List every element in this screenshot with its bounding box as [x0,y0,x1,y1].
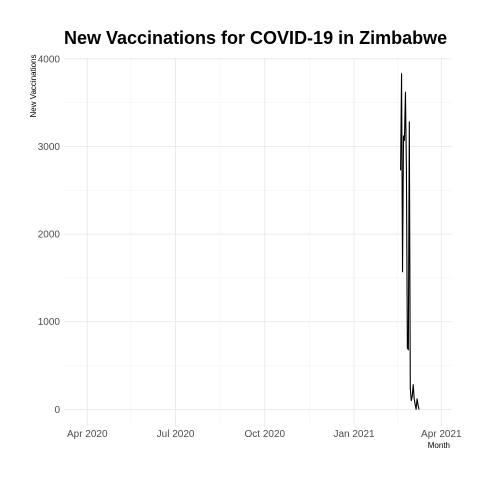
x-axis-title: Month [428,441,450,450]
data-point [413,384,414,385]
y-axis-ticks: 0 1000 2000 3000 4000 [38,54,61,415]
data-point [409,122,410,123]
data-point [401,73,402,74]
x-tick-label: Apr 2020 [67,429,108,440]
data-point [418,405,419,406]
y-tick-label: 0 [54,405,60,416]
data-point [406,168,407,169]
data-point [419,409,420,410]
data-point [412,396,413,397]
grid [64,58,452,426]
data-point [407,348,408,349]
y-axis-title: New Vaccinations [29,55,38,118]
data-point [403,136,404,137]
data-point [408,349,409,350]
data-point [404,140,405,141]
data-point [405,92,406,93]
data-point [410,388,411,389]
y-tick-label: 2000 [38,230,61,241]
x-tick-label: Oct 2020 [244,429,285,440]
data-point [416,409,417,410]
y-tick-label: 1000 [38,317,61,328]
data-point [417,398,418,399]
y-tick-label: 4000 [38,54,61,65]
data-point [415,404,416,405]
x-tick-label: Apr 2021 [421,429,462,440]
x-tick-label: Jul 2020 [157,429,195,440]
x-axis-ticks: Apr 2020 Jul 2020 Oct 2020 Jan 2021 Apr 2021 [67,429,462,440]
data-point [400,170,401,171]
chart-title: New Vaccinations for COVID-19 in Zimbabw… [64,28,447,48]
data-point [414,398,415,399]
series-line [401,74,419,410]
y-tick-label: 3000 [38,142,61,153]
data-point [411,400,412,401]
series-layer [400,73,419,409]
x-tick-label: Jan 2021 [333,429,375,440]
data-point [402,271,403,272]
